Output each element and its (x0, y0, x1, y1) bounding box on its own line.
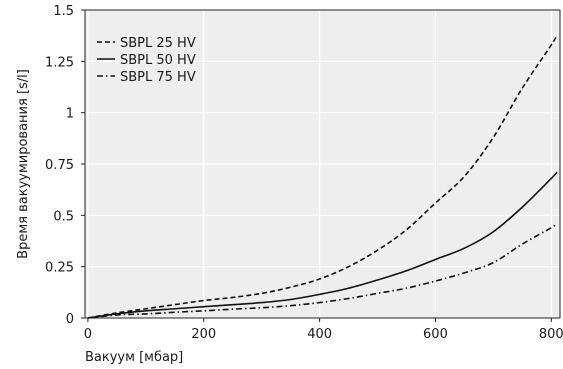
y-tick-label: 1 (66, 107, 74, 122)
x-tick-label: 600 (423, 327, 448, 342)
x-tick-label: 400 (307, 327, 332, 342)
y-tick-label: 0.5 (53, 209, 74, 224)
y-axis-title: Время вакуумирования [s/l] (16, 69, 31, 259)
axes (81, 9, 561, 322)
legend-label: SBPL 25 HV (120, 36, 196, 51)
tick-labels: 0 200 400 600 800 0 0.25 0.5 0.75 1 1.25 1.5 (45, 4, 563, 342)
grid (85, 9, 560, 319)
x-axis-title: Вакуум [мбар] (85, 350, 183, 365)
x-tick-label: 800 (539, 327, 563, 342)
series-line-sbpl-75-hv (87, 222, 558, 319)
y-tick-label: 0 (66, 312, 74, 327)
legend-label: SBPL 50 HV (120, 53, 196, 68)
x-tick-label: 200 (191, 327, 216, 342)
series-lines (87, 34, 558, 319)
y-tick-label: 1.25 (45, 55, 74, 70)
legend: SBPL 25 HV SBPL 50 HV SBPL 75 HV (97, 36, 196, 85)
y-tick-label: 1.5 (53, 4, 74, 19)
y-tick-label: 0.75 (45, 158, 74, 173)
series-line-sbpl-50-hv (87, 171, 558, 319)
series-line-sbpl-25-hv (87, 34, 558, 319)
legend-label: SBPL 75 HV (120, 70, 196, 85)
y-tick-label: 0.25 (45, 261, 74, 276)
x-tick-label: 0 (84, 327, 92, 342)
